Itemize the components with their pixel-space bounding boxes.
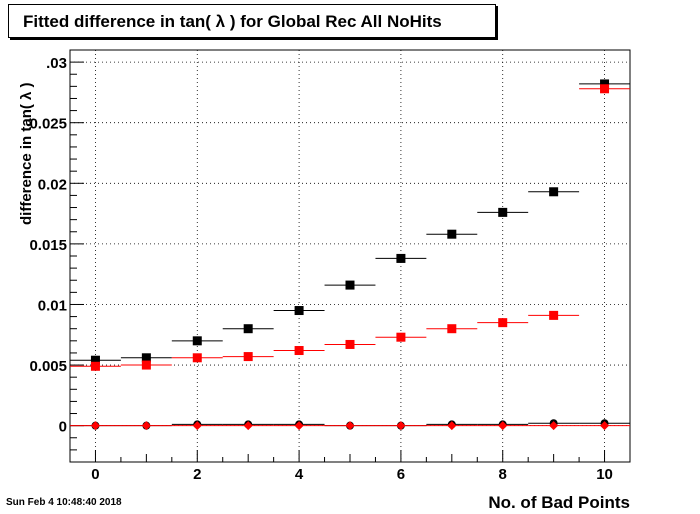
x-tick-label: 10 — [596, 466, 613, 483]
chart-title: Fitted difference in tan( λ ) for Global… — [23, 12, 442, 31]
data-point-diamond — [549, 421, 559, 431]
data-point-square — [192, 336, 202, 346]
data-point-diamond — [294, 421, 304, 431]
data-point-square — [90, 355, 100, 365]
data-point-square — [600, 79, 610, 89]
data-point-diamond — [498, 421, 508, 431]
data-point-diamond — [600, 421, 610, 431]
y-tick-label: 0.02 — [38, 176, 67, 193]
data-point-diamond — [447, 421, 457, 431]
data-point-square — [345, 280, 355, 290]
data-point-square — [396, 332, 406, 342]
y-tick-label: 0.025 — [29, 116, 67, 133]
y-axis-label: difference in tan( λ ) — [18, 82, 35, 225]
y-tick-label: 0.005 — [29, 358, 67, 375]
data-point-diamond — [243, 421, 253, 431]
plot-frame — [69, 49, 631, 463]
x-tick-label: 4 — [295, 466, 304, 483]
data-point-diamond — [90, 421, 100, 431]
x-tick-label: 6 — [397, 466, 405, 483]
y-tick-label: 0.015 — [29, 237, 67, 254]
y-tick-label: 0 — [59, 419, 67, 436]
data-point-diamond — [345, 421, 355, 431]
y-tick-label: 0.01 — [38, 297, 67, 314]
data-point-diamond — [192, 421, 202, 431]
data-point-diamond — [141, 421, 151, 431]
data-point-diamond — [396, 421, 406, 431]
x-tick-label: 0 — [91, 466, 99, 483]
data-point-square — [498, 318, 508, 328]
x-tick-label: 8 — [499, 466, 507, 483]
data-point-square — [549, 187, 559, 197]
data-point-square — [498, 207, 508, 217]
data-point-square — [294, 306, 304, 316]
data-point-square — [294, 346, 304, 356]
data-point-square — [447, 229, 457, 239]
data-point-square — [396, 253, 406, 263]
data-point-square — [600, 84, 610, 94]
x-axis-label: No. of Bad Points — [488, 493, 630, 512]
data-point-square — [141, 360, 151, 370]
chart-title-box: Fitted difference in tan( λ ) for Global… — [8, 4, 496, 38]
data-point-square — [90, 361, 100, 371]
timestamp: Sun Feb 4 10:48:40 2018 — [6, 497, 122, 508]
data-point-square — [243, 352, 253, 362]
data-point-square — [549, 310, 559, 320]
data-point-square — [345, 339, 355, 349]
data-point-square — [192, 353, 202, 363]
x-tick-label: 2 — [193, 466, 201, 483]
data-point-square — [243, 324, 253, 334]
data-point-square — [447, 324, 457, 334]
y-tick-label: .03 — [46, 55, 67, 72]
data-point-square — [141, 353, 151, 363]
